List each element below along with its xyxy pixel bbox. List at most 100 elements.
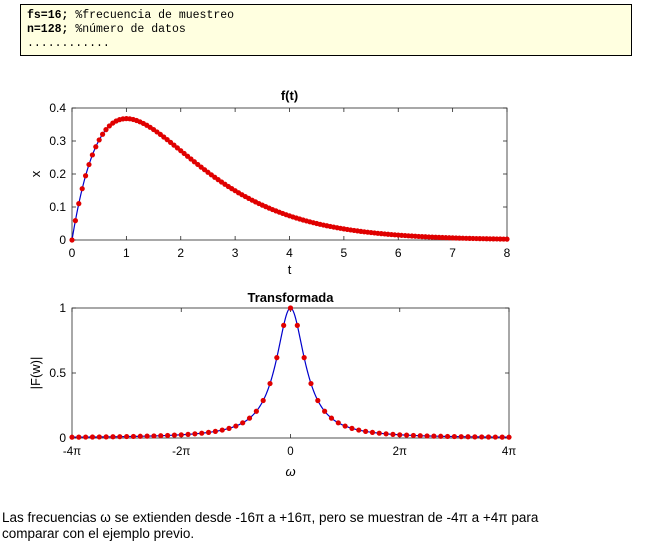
plot2-sample-point [472, 434, 478, 440]
plot2-xtick-label: -2π [172, 446, 190, 458]
plot2-sample-point [96, 434, 102, 440]
code-line-2: n=128; %número de datos [27, 23, 186, 36]
plot2-sample-point [403, 432, 410, 438]
plot1-ytick-label: 0.2 [49, 167, 66, 181]
caption: Las frecuencias ω se extienden desde -16… [2, 510, 642, 542]
plot2-sample-point [315, 397, 321, 404]
plot2-sample-point [417, 433, 423, 439]
plot2-sample-point [479, 434, 485, 440]
code-line-3: ............ [27, 37, 110, 50]
plot2-ylabel: |F(w)| [28, 357, 43, 390]
plot2-sample-point [192, 431, 198, 437]
plot2-sample-point [158, 433, 164, 439]
plot2-sample-point [76, 434, 82, 440]
plot1-xtick-label: 4 [286, 246, 293, 260]
plot2-sample-point [151, 433, 157, 439]
plot2-sample-point [233, 423, 239, 429]
plot1-sample-point [504, 236, 510, 242]
plot2-xlabel: ω [285, 464, 295, 479]
plot2-xtick-label: 0 [287, 446, 293, 458]
plot1-sample-point [69, 237, 75, 243]
plot2-sample-point [301, 355, 307, 361]
plot2-sample-point [356, 427, 362, 433]
code-listing: fs=16; %frecuencia de muestreo n=128; %n… [20, 4, 632, 56]
plot2-sample-point [294, 322, 300, 328]
plot2-xtick-label: -4π [63, 446, 81, 458]
plot2-sample-point [89, 434, 96, 440]
plot2-sample-point [383, 431, 389, 437]
plot2-sample-point [397, 432, 403, 438]
plot1-sample-point [82, 173, 89, 179]
plot2-sample-point [342, 423, 348, 429]
plot2-sample-point [335, 420, 341, 426]
plot2-sample-point [424, 433, 430, 439]
plot1-xtick-label: 2 [177, 246, 184, 260]
plot2-sample-point [110, 434, 116, 440]
plot2-sample-point [458, 434, 464, 440]
plot1-sample-point [103, 127, 109, 133]
plot2-sample-point [178, 432, 184, 438]
plot2-sample-point [369, 429, 376, 435]
caption-line-1: Las frecuencias ω se extienden desde -16… [2, 510, 539, 525]
plot2-sample-point [137, 433, 143, 439]
plot2-sample-point [246, 415, 253, 421]
plot2-sample-point [451, 433, 457, 440]
plot2-title: Transformada [248, 290, 335, 305]
plot2-sample-point [281, 322, 287, 328]
plot2-sample-point [130, 433, 137, 440]
plot1-xtick-label: 5 [341, 246, 348, 260]
plot2-sample-point [212, 428, 218, 434]
plot1-ytick-label: 0.4 [49, 101, 66, 115]
plot2-sample-point [485, 434, 492, 440]
figure: 0 1 2 3 4 5 6 7 8 0 0.1 0.2 0.3 0.4 f(t) t x -4π -2π 0 2π 4π 0… [28, 88, 516, 479]
plot1-sample-point [72, 218, 78, 224]
plot2-sample-point [69, 434, 75, 440]
plot1-axes [71, 107, 508, 241]
plot1-sample-point [99, 131, 106, 137]
plot2-sample-point [171, 432, 178, 438]
plot2-sample-point [83, 434, 89, 440]
plot2-sample-point [465, 434, 471, 440]
plot1-sample-point [96, 137, 102, 143]
plot2-sample-point [410, 432, 417, 439]
plot2-sample-point [492, 434, 498, 440]
plot1-sample-point [76, 201, 82, 207]
plot2-sample-point [185, 431, 191, 437]
plot1-xtick-label: 8 [504, 246, 511, 260]
plot1-xlabel: t [288, 262, 292, 277]
plot1-xtick-label: 6 [395, 246, 402, 260]
plot2-sample-point [322, 408, 328, 414]
plot2-xtick-label: 4π [502, 446, 516, 458]
plot2-sample-point [124, 433, 130, 440]
plot1-sample-point [86, 161, 92, 168]
plot1-ytick-label: 0.1 [49, 200, 66, 214]
plot2-sample-point [103, 434, 109, 440]
plot2-sample-point [287, 305, 294, 311]
plot1-title: f(t) [281, 88, 298, 103]
plot2-ytick-label: 0.5 [49, 366, 66, 380]
plot2-sample-point [164, 432, 171, 439]
plot2-axes [71, 307, 510, 439]
plot2-sample-point [267, 380, 273, 387]
plot2-ytick-label: 1 [59, 301, 66, 315]
plot1-xtick-label: 7 [449, 246, 456, 260]
plot2-ytick-label: 0 [59, 431, 66, 445]
plot2-sample-point [308, 380, 314, 387]
plot2-sample-point [499, 434, 505, 440]
plot1-xtick-label: 3 [232, 246, 239, 260]
plot1-sample-point [93, 144, 99, 150]
plot1-sample-point [79, 186, 85, 192]
plot2-sample-point [274, 355, 280, 361]
plot2-sample-point [199, 430, 205, 436]
plot1-sample-point [89, 152, 95, 158]
plot2-sample-point [506, 434, 512, 440]
plot2-sample-point [240, 420, 246, 426]
plot1-xtick-label: 0 [69, 246, 76, 260]
plot1-ytick-label: 0 [59, 233, 66, 247]
plot2-sample-point [444, 433, 451, 440]
plot2-xtick-label: 2π [393, 446, 407, 458]
plot2-sample-point [219, 427, 225, 433]
plot1-xtick-label: 1 [123, 246, 130, 260]
caption-line-2: comparar con el ejemplo previo. [2, 526, 195, 541]
plot2-sample-point [431, 433, 437, 439]
